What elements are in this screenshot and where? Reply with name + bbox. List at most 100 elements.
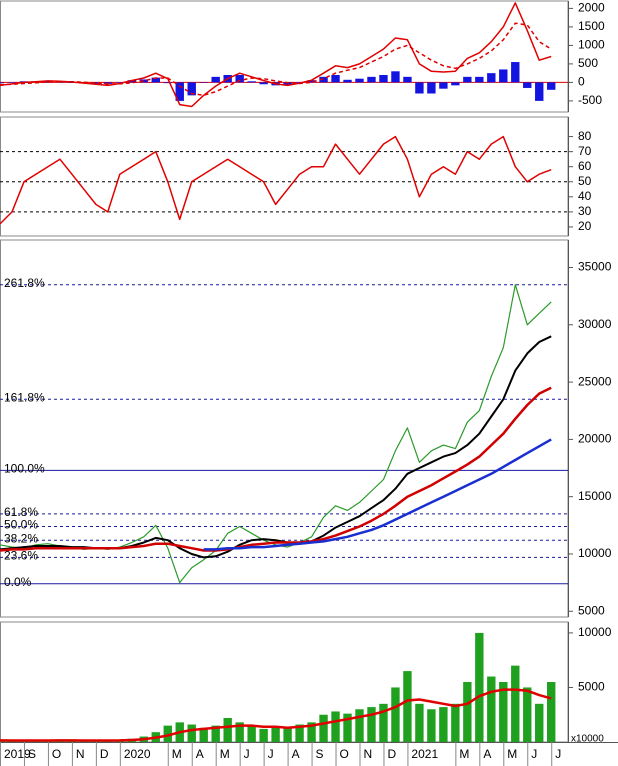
bar [199,82,208,83]
bar [7,82,17,83]
x-tick-label: M [220,747,230,761]
x-tick-label: J [555,747,561,761]
x-tick-label: O [52,747,61,761]
bar [211,725,220,742]
unit-label: x10000 [571,734,604,745]
bar [355,78,364,83]
bar [0,82,5,84]
bar [511,62,520,83]
series-line [0,284,552,584]
bar [475,76,484,83]
bar [427,709,436,742]
level-label: 100.0% [4,461,45,475]
bar [223,718,232,742]
x-tick-label: 2020 [124,747,151,761]
bar [343,713,352,742]
x-tick-label: 2019 [4,747,31,761]
bar [547,682,556,742]
y-tick-label: 5000 [578,680,605,694]
bar [439,707,448,742]
bar [247,81,256,83]
bar [403,76,412,83]
bar [499,682,508,742]
y-tick-label: 2000 [578,1,605,15]
panel-frame [0,116,569,237]
bar [487,73,496,83]
bar [331,75,340,83]
bar [139,79,148,83]
level-label: 23.6% [4,549,38,563]
bar [403,671,412,742]
series-line [0,688,552,742]
series-line [0,335,552,559]
bar [463,682,472,742]
bar [487,676,496,742]
bar [163,82,172,84]
y-tick-label: 20 [578,219,592,233]
bar [283,726,292,742]
y-tick-label: 10000 [578,546,612,560]
series-line [203,438,552,551]
level-label: 38.2% [4,531,38,545]
bar [415,703,424,742]
bar [247,725,256,742]
y-tick-label: 40 [578,189,592,203]
bar [535,82,544,101]
level-label: 161.8% [4,390,45,404]
bar [331,711,340,742]
bar [259,82,268,85]
bar [235,75,244,83]
x-tick-label: N [76,747,85,761]
y-tick-label: 35000 [578,260,612,274]
bar [187,724,196,742]
bar [43,81,53,83]
x-tick-label: M [507,747,517,761]
bar [439,82,448,89]
bar [307,722,316,742]
x-tick-label: M [459,747,469,761]
y-tick-label: 70 [578,144,592,158]
y-tick-label: 30000 [578,317,612,331]
bar [151,77,160,83]
bar [307,80,316,83]
bar [343,79,352,83]
y-tick-label: 15000 [578,489,612,503]
series-line [0,22,552,97]
y-tick-label: 20000 [578,432,612,446]
level-label: 50.0% [4,518,38,532]
x-tick-label: J [244,747,250,761]
x-tick-label: N [363,747,372,761]
bar [499,69,508,83]
x-tick-label: A [196,747,204,761]
bar [523,82,532,88]
y-tick-label: 60 [578,159,592,173]
x-tick-label: A [483,747,491,761]
bar [163,725,172,742]
bar [295,724,304,742]
bar [415,82,424,94]
y-tick-label: 25000 [578,374,612,388]
x-tick-label: J [268,747,274,761]
y-tick-label: 30 [578,204,592,218]
y-tick-label: 80 [578,129,592,143]
bar [91,82,101,84]
level-label: 0.0% [4,575,32,589]
bar [103,82,113,84]
x-tick-label: S [28,747,36,761]
bar [475,632,484,742]
bar [319,76,328,83]
level-label: 261.8% [4,276,45,290]
x-tick-label: S [316,747,324,761]
y-tick-label: 500 [578,56,598,70]
bar [271,727,280,742]
bar [319,714,328,742]
x-tick-label: M [172,747,182,761]
bar [283,82,292,85]
series-line [0,2,552,108]
x-tick-label: J [531,747,537,761]
x-tick-label: D [100,747,109,761]
bar [391,687,400,742]
bar [463,76,472,83]
bar [259,728,268,742]
